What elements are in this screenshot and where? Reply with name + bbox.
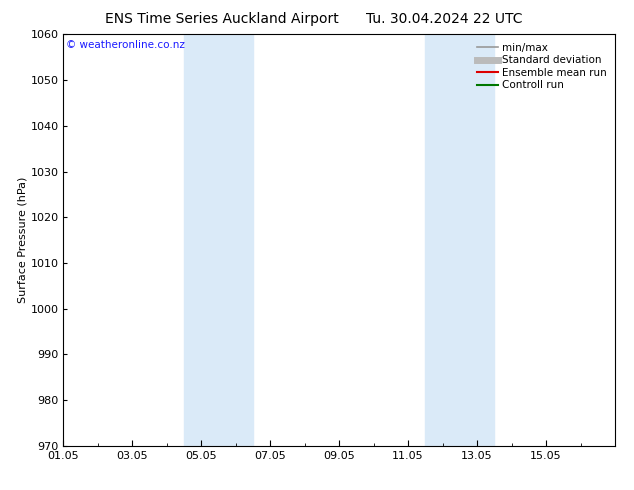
Bar [425, 34, 495, 446]
Y-axis label: Surface Pressure (hPa): Surface Pressure (hPa) [18, 177, 28, 303]
Text: © weatheronline.co.nz: © weatheronline.co.nz [66, 41, 185, 50]
Legend: min/max, Standard deviation, Ensemble mean run, Controll run: min/max, Standard deviation, Ensemble me… [474, 40, 610, 94]
Bar [184, 34, 253, 446]
Text: Tu. 30.04.2024 22 UTC: Tu. 30.04.2024 22 UTC [366, 12, 522, 26]
Text: ENS Time Series Auckland Airport: ENS Time Series Auckland Airport [105, 12, 339, 26]
